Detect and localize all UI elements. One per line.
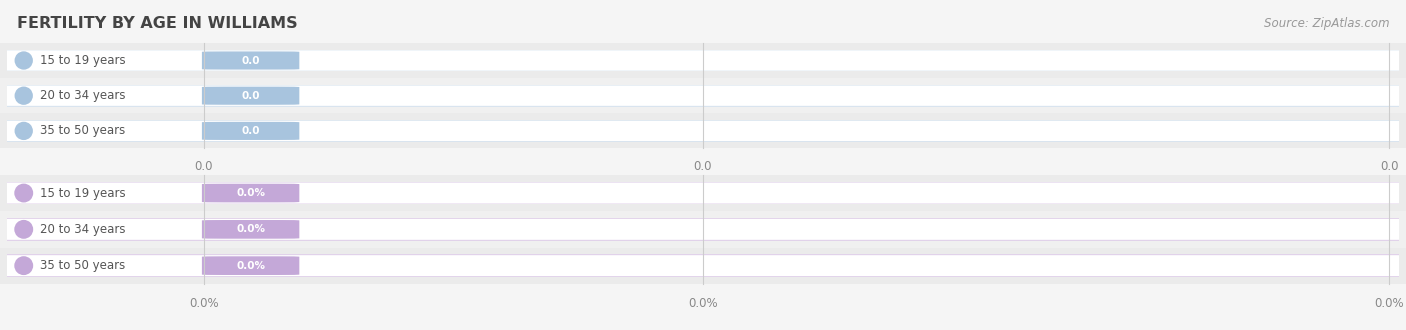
Text: 15 to 19 years: 15 to 19 years	[39, 54, 125, 67]
Ellipse shape	[14, 183, 34, 203]
FancyBboxPatch shape	[202, 87, 299, 105]
FancyBboxPatch shape	[202, 256, 299, 275]
FancyBboxPatch shape	[0, 255, 1406, 277]
FancyBboxPatch shape	[202, 220, 299, 239]
Text: 0.0: 0.0	[1379, 160, 1399, 173]
FancyBboxPatch shape	[0, 50, 1406, 71]
Text: 0.0: 0.0	[194, 160, 214, 173]
Ellipse shape	[14, 86, 32, 105]
FancyBboxPatch shape	[202, 122, 299, 140]
Text: 0.0: 0.0	[242, 55, 260, 65]
FancyBboxPatch shape	[0, 182, 1406, 204]
Text: 0.0%: 0.0%	[188, 297, 219, 310]
FancyBboxPatch shape	[0, 120, 1406, 142]
Text: 0.0%: 0.0%	[236, 261, 266, 271]
Text: 20 to 34 years: 20 to 34 years	[41, 223, 125, 236]
Text: 35 to 50 years: 35 to 50 years	[41, 259, 125, 272]
Text: 0.0%: 0.0%	[1374, 297, 1405, 310]
Text: 0.0%: 0.0%	[688, 297, 718, 310]
Text: Source: ZipAtlas.com: Source: ZipAtlas.com	[1264, 16, 1389, 29]
Text: 0.0%: 0.0%	[236, 188, 266, 198]
Ellipse shape	[14, 51, 32, 70]
Text: 20 to 34 years: 20 to 34 years	[39, 89, 125, 102]
FancyBboxPatch shape	[202, 51, 299, 70]
FancyBboxPatch shape	[202, 184, 299, 202]
Ellipse shape	[14, 256, 34, 275]
Ellipse shape	[14, 122, 32, 140]
Text: 0.0%: 0.0%	[236, 224, 266, 234]
Text: 35 to 50 years: 35 to 50 years	[39, 124, 125, 137]
Text: FERTILITY BY AGE IN WILLIAMS: FERTILITY BY AGE IN WILLIAMS	[17, 16, 298, 31]
Text: 0.0: 0.0	[693, 160, 713, 173]
Text: 0.0: 0.0	[242, 91, 260, 101]
Text: 0.0: 0.0	[242, 126, 260, 136]
FancyBboxPatch shape	[0, 85, 1406, 106]
Text: 15 to 19 years: 15 to 19 years	[41, 186, 125, 200]
FancyBboxPatch shape	[0, 218, 1406, 240]
Ellipse shape	[14, 220, 34, 239]
